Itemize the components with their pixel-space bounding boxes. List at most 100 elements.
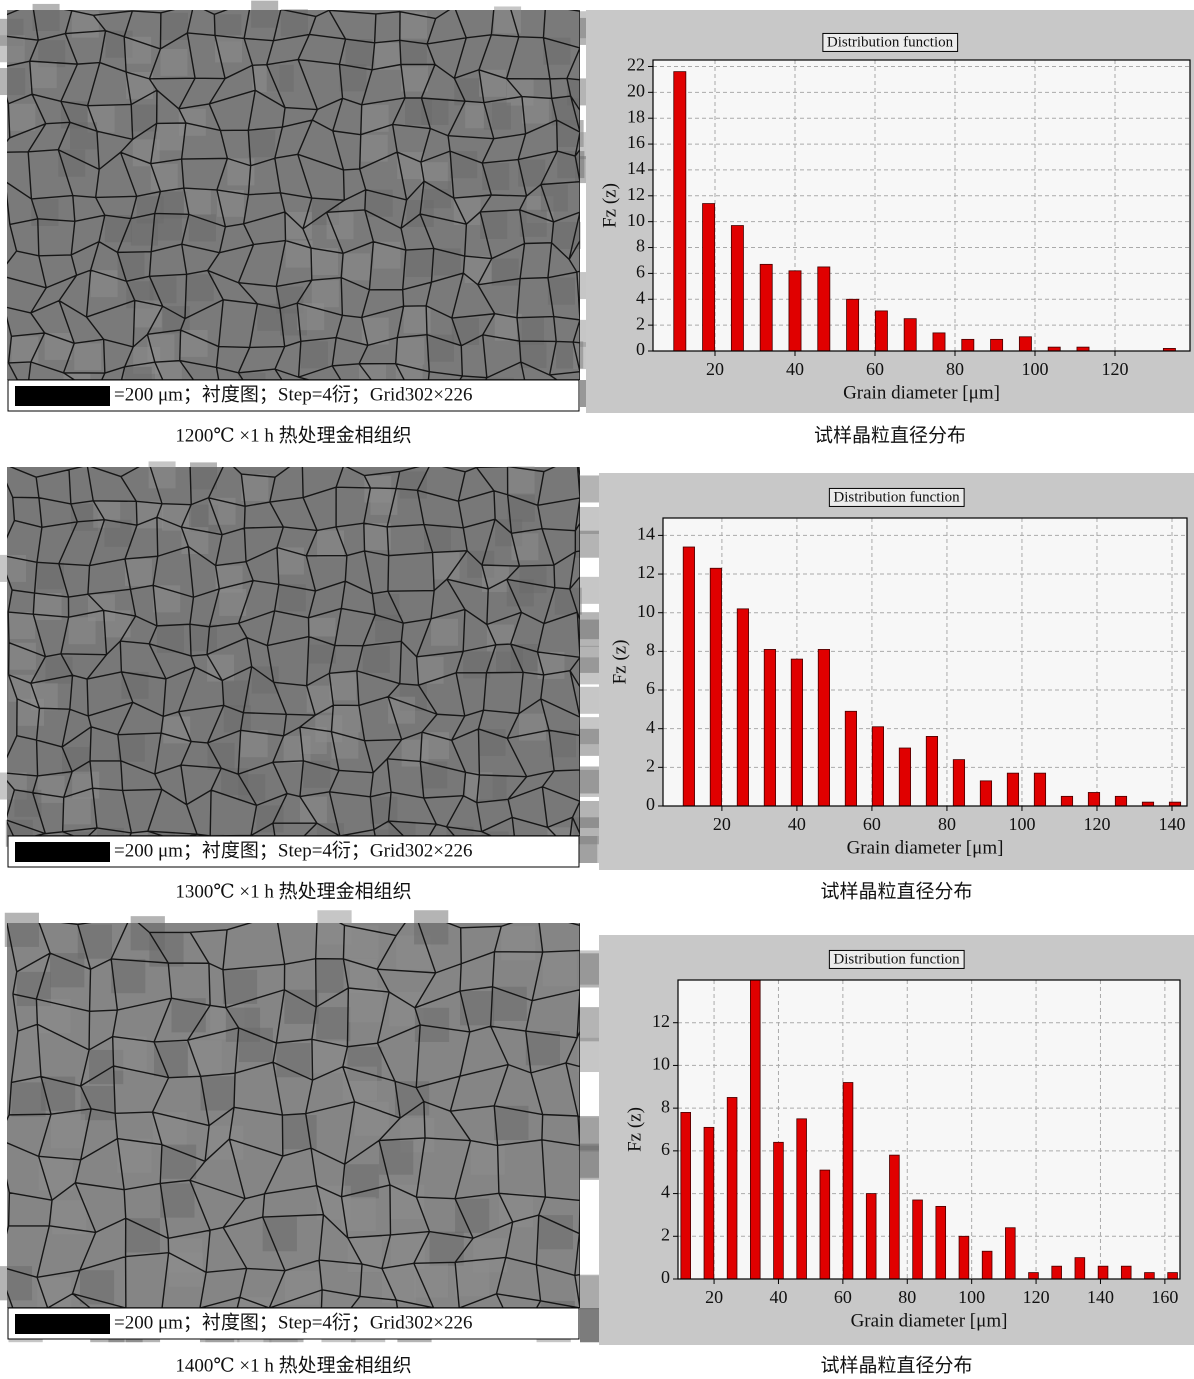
bar [1029,1273,1039,1279]
y-tick-label: 8 [646,639,655,659]
grain [420,761,447,788]
grain [342,1197,376,1231]
x-tick-label: 60 [863,814,881,834]
grain [64,797,91,824]
grain [522,97,549,124]
grain [239,1028,273,1062]
bar [926,736,937,806]
grain [157,123,184,150]
grain [0,68,25,95]
bar [820,1170,830,1279]
grain [312,1039,346,1073]
grain [316,1007,350,1041]
grain [519,714,546,741]
y-tick-label: 18 [627,106,645,126]
grain [417,657,444,684]
grain [80,1270,114,1304]
y-tick-label: 6 [646,678,655,698]
grain [499,1193,533,1227]
y-tick-label: 8 [661,1096,670,1116]
grain [223,970,257,1004]
bar [991,339,1003,351]
bar [683,547,694,806]
bar [1168,1273,1178,1279]
y-tick-label: 4 [636,287,645,307]
grain [333,705,360,732]
bar [1007,773,1018,806]
y-tick-label: 12 [627,184,645,204]
bar [890,1155,900,1279]
x-tick-label: 100 [958,1287,985,1307]
bar [818,267,830,351]
grain [263,1217,297,1251]
grain [493,987,527,1021]
scale-text: =200 μm；衬度图；Step=4衍；Grid302×226 [114,1311,472,1333]
grain [126,1218,160,1252]
grain [520,210,547,237]
grain [379,1140,413,1174]
grain [241,474,268,501]
x-tick-label: 140 [1087,1287,1114,1307]
x-tick-label: 80 [938,814,956,834]
grain [113,1037,147,1071]
x-tick-label: 120 [1102,359,1129,379]
grain [519,341,546,368]
x-axis-label: Grain diameter [μm] [843,382,1000,403]
grain [401,64,428,91]
bar [845,711,856,806]
bar [1145,1273,1155,1279]
grain [284,990,318,1024]
x-tick-label: 20 [706,359,724,379]
grain [555,588,582,615]
bar [847,299,859,351]
grain [450,151,477,178]
grain [209,498,236,525]
grain [81,1086,115,1120]
micrograph: =200 μm；衬度图；Step=4衍；Grid302×2261400℃ ×1 … [0,910,614,1376]
y-tick-label: 4 [646,717,655,737]
chart-caption: 试样晶粒直径分布 [820,1354,972,1376]
bar [962,339,974,351]
y-tick-label: 4 [661,1182,670,1202]
x-tick-label: 40 [786,359,804,379]
bar [904,319,916,351]
bar [818,649,829,806]
grain [285,1271,319,1305]
bar [704,1127,714,1279]
bar [797,1119,807,1279]
bar [843,1083,853,1279]
x-tick-label: 40 [788,814,806,834]
bar [1121,1266,1131,1279]
micrograph-caption: 1300℃ ×1 h 热处理金相组织 [175,880,411,902]
grain [400,40,427,67]
grain [30,61,57,88]
y-tick-label: 16 [627,132,645,152]
grain [539,1215,573,1249]
bar [899,748,910,806]
x-tick-label: 40 [769,1287,787,1307]
grain [348,988,382,1022]
grain [282,1115,316,1149]
x-tick-label: 20 [705,1287,723,1307]
grain [406,250,433,277]
grain [160,49,187,76]
grain [188,1040,222,1074]
y-tick-label: 0 [646,794,655,814]
y-tick-label: 8 [636,236,645,256]
chart-title: Distribution function [833,951,960,967]
chart-title: Distribution function [827,34,954,50]
bar [1061,796,1072,806]
chart-caption: 试样晶粒直径分布 [820,880,972,902]
y-axis-label: Fz (z) [599,183,620,228]
grain [329,673,356,700]
x-tick-label: 100 [1008,814,1035,834]
y-tick-label: 6 [661,1139,670,1159]
bar [875,311,887,351]
grain [343,253,370,280]
grain [460,991,494,1025]
grain [414,1263,448,1297]
y-tick-label: 14 [627,158,645,178]
x-axis-label: Grain diameter [μm] [851,1310,1008,1331]
bar [982,1251,992,1279]
